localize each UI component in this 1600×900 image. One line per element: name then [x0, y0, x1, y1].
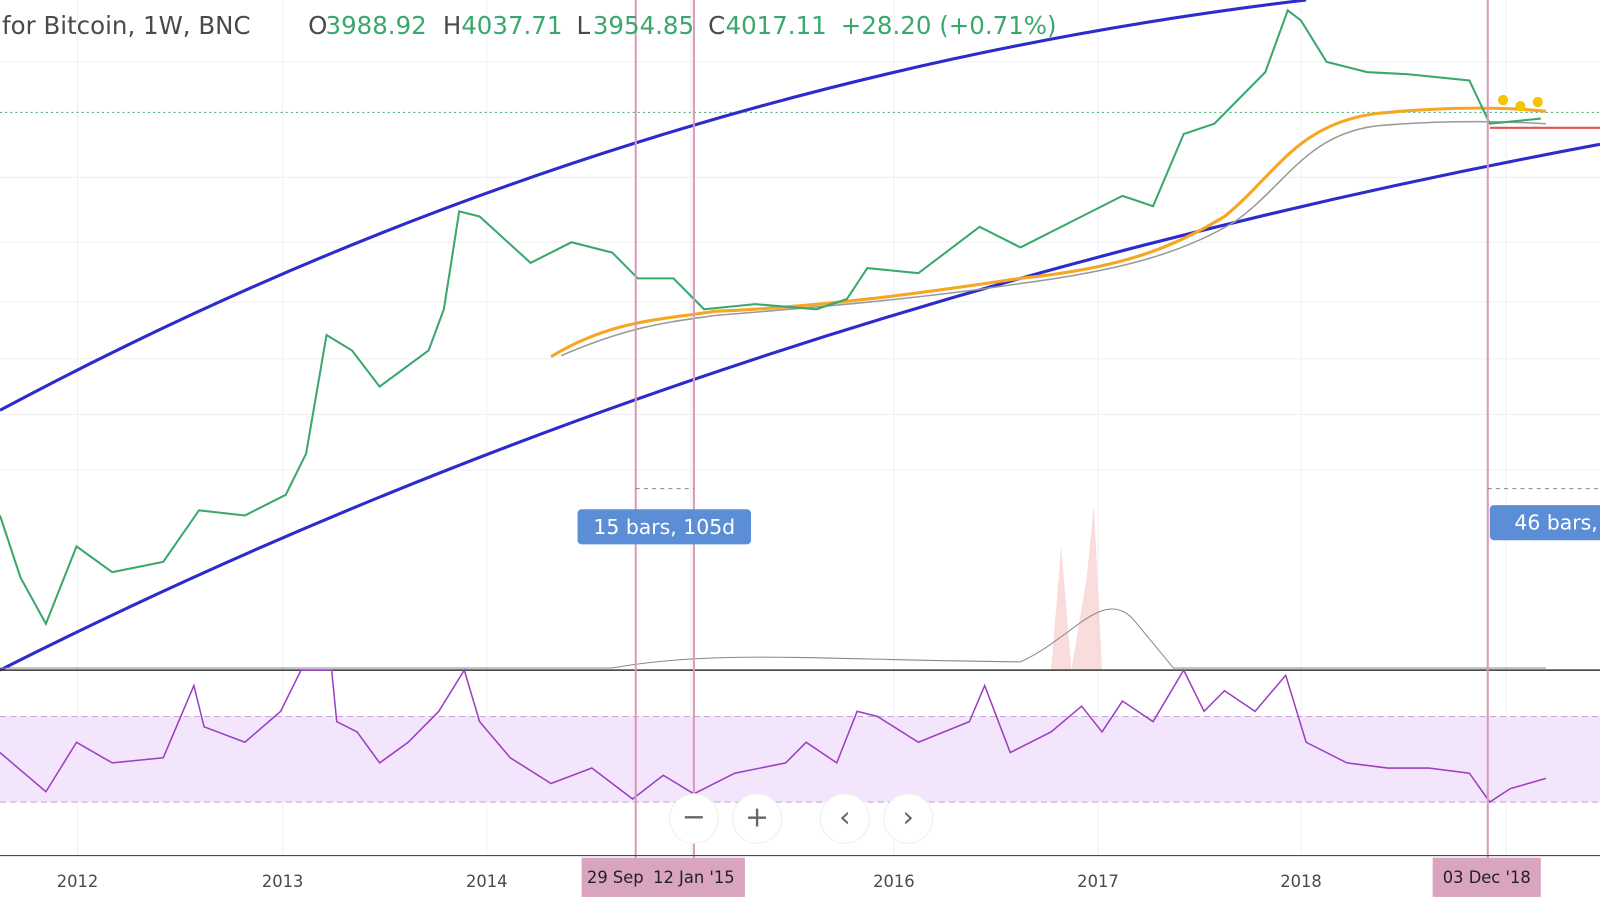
x-axis-label: 2013 — [262, 872, 304, 891]
ohlc-value: 3988.92 — [326, 11, 427, 40]
ohlc-value: 4037.71 — [461, 11, 562, 40]
marker-badge — [1432, 857, 1541, 897]
measure-label: 15 bars, 105d — [593, 515, 735, 539]
zoom-controls: − + ‹ › — [668, 793, 934, 844]
ohlc-label: H — [443, 11, 461, 40]
change-value: +28.20 (+0.71%) — [841, 11, 1057, 40]
x-axis-label: 2014 — [466, 872, 508, 891]
ohlc-label: C — [708, 11, 725, 40]
scroll-right-button[interactable]: › — [902, 799, 913, 833]
marker-label: 03 Dec '18 — [1443, 868, 1531, 887]
moving-average — [550, 106, 1547, 359]
grid — [0, 0, 1600, 856]
measure-badge — [1489, 505, 1600, 541]
x-axis-label: 2017 — [1077, 872, 1119, 891]
x-axis-label: 2012 — [57, 872, 99, 891]
rsi-line — [0, 668, 1547, 804]
ohlc-label: L — [577, 11, 591, 40]
volume-spike — [1051, 505, 1103, 671]
marker-label: 12 Jan '15 — [653, 868, 735, 887]
zoom-out-button[interactable]: − — [682, 799, 706, 833]
marker-lines — [634, 0, 1489, 866]
x-axis-label: 2016 — [873, 872, 915, 891]
moving-average-2 — [560, 120, 1546, 357]
ohlc-value: 4017.11 — [726, 11, 827, 40]
lower-curve — [0, 142, 1600, 672]
zoom-in-button[interactable]: + — [745, 799, 769, 833]
price-series — [0, 8, 1541, 627]
ohlc-label: O — [308, 11, 327, 40]
symbol-title: for Bitcoin, 1W, BNC — [2, 11, 251, 40]
scroll-left-button[interactable]: ‹ — [839, 799, 850, 833]
ohlc-value: 3954.85 — [593, 11, 694, 40]
signal-dots — [1497, 94, 1543, 112]
rsi-band — [0, 716, 1600, 803]
upper-curve — [0, 0, 1307, 412]
measure-label: 46 bars, — [1514, 511, 1597, 535]
marker-badge — [581, 857, 745, 897]
volume-average — [0, 608, 1546, 669]
x-axis-label: 2018 — [1280, 872, 1322, 891]
marker-label: 29 Sep — [587, 868, 644, 887]
measure-badge — [577, 509, 752, 545]
